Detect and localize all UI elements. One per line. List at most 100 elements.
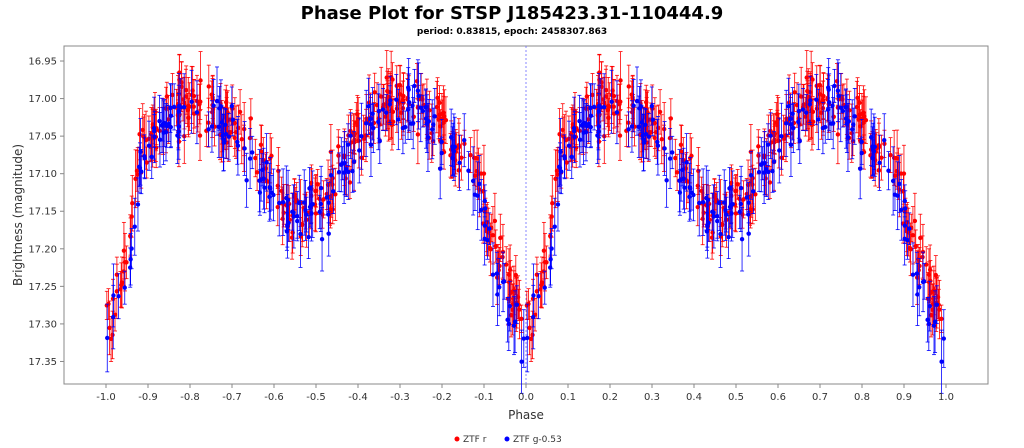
data-point (769, 140, 774, 145)
data-point (313, 188, 319, 193)
data-point (606, 103, 611, 109)
data-point (863, 117, 869, 123)
data-point (257, 190, 263, 195)
data-point (744, 195, 749, 200)
data-point (583, 130, 589, 135)
x-tick-label: -1.0 (96, 392, 116, 403)
data-point (664, 178, 669, 183)
data-point (818, 92, 823, 97)
data-point (924, 262, 929, 267)
data-point (634, 98, 640, 104)
data-point (235, 139, 240, 145)
data-point (649, 103, 655, 109)
data-point (662, 146, 667, 151)
data-point (609, 99, 614, 104)
data-point (119, 282, 124, 288)
data-point (501, 279, 507, 284)
data-point (514, 302, 520, 307)
data-point (728, 180, 734, 186)
y-tick-label: 16.95 (28, 57, 57, 68)
data-point (321, 197, 326, 202)
data-point (470, 178, 476, 184)
data-point (826, 85, 831, 90)
data-point (277, 200, 282, 206)
data-point (711, 210, 716, 215)
data-point (376, 119, 381, 124)
data-point (194, 110, 200, 115)
data-point (588, 105, 593, 111)
data-point (507, 303, 512, 309)
x-tick-label: -0.8 (180, 392, 200, 403)
data-point (857, 166, 863, 171)
data-point (562, 154, 567, 159)
x-tick-label: 0.3 (644, 392, 660, 403)
x-tick-label: -0.6 (264, 392, 284, 403)
data-point (902, 223, 908, 228)
data-point (506, 280, 512, 285)
data-point (319, 236, 325, 242)
x-tick-label: 0.5 (728, 392, 744, 403)
data-point (457, 160, 462, 166)
data-point (223, 122, 228, 128)
data-point (183, 87, 189, 93)
data-point (939, 359, 944, 364)
data-point (577, 137, 583, 142)
data-point (280, 216, 285, 222)
data-point (788, 142, 794, 148)
data-point (218, 104, 224, 109)
data-point (855, 95, 860, 100)
data-point (921, 279, 927, 284)
data-point (712, 192, 717, 197)
data-point (937, 307, 942, 312)
data-point (910, 272, 916, 277)
data-point (617, 133, 623, 138)
data-point (746, 231, 751, 236)
data-point (443, 117, 449, 123)
data-point (796, 108, 802, 114)
data-point (383, 110, 389, 115)
data-point (206, 84, 211, 89)
data-point (691, 192, 696, 198)
data-point (715, 213, 720, 219)
data-point (681, 176, 686, 181)
x-tick-label: -0.1 (474, 392, 494, 403)
data-point (521, 336, 526, 341)
data-point (400, 125, 406, 131)
data-point (541, 248, 547, 253)
data-point (157, 137, 163, 142)
data-point (674, 170, 680, 175)
data-point (552, 224, 557, 229)
data-point (603, 87, 609, 93)
data-point (348, 133, 353, 138)
data-point (756, 169, 762, 175)
data-point (479, 207, 484, 213)
data-point (317, 209, 322, 215)
data-point (308, 180, 314, 186)
data-point (877, 160, 882, 166)
data-point (410, 103, 415, 108)
x-tick-label: 0.0 (518, 392, 534, 403)
data-point (931, 323, 937, 328)
data-point (808, 74, 814, 80)
data-point (477, 181, 482, 187)
data-point (908, 247, 913, 252)
data-point (269, 153, 274, 159)
data-point (652, 120, 658, 126)
data-point (730, 201, 735, 207)
data-point (772, 139, 777, 145)
data-point (798, 94, 804, 99)
data-point (310, 201, 315, 207)
data-point (482, 223, 488, 228)
series-layer (104, 50, 946, 394)
data-point (648, 130, 654, 135)
data-point (326, 200, 331, 205)
data-point (258, 142, 264, 147)
data-point (475, 193, 480, 198)
data-point (434, 104, 440, 110)
data-point (122, 285, 127, 290)
data-point (494, 271, 500, 276)
x-tick-label: -0.9 (138, 392, 158, 403)
legend-label-ztf-r: ZTF r (463, 435, 487, 445)
data-point (810, 119, 816, 125)
y-tick-label: 17.05 (28, 132, 57, 143)
